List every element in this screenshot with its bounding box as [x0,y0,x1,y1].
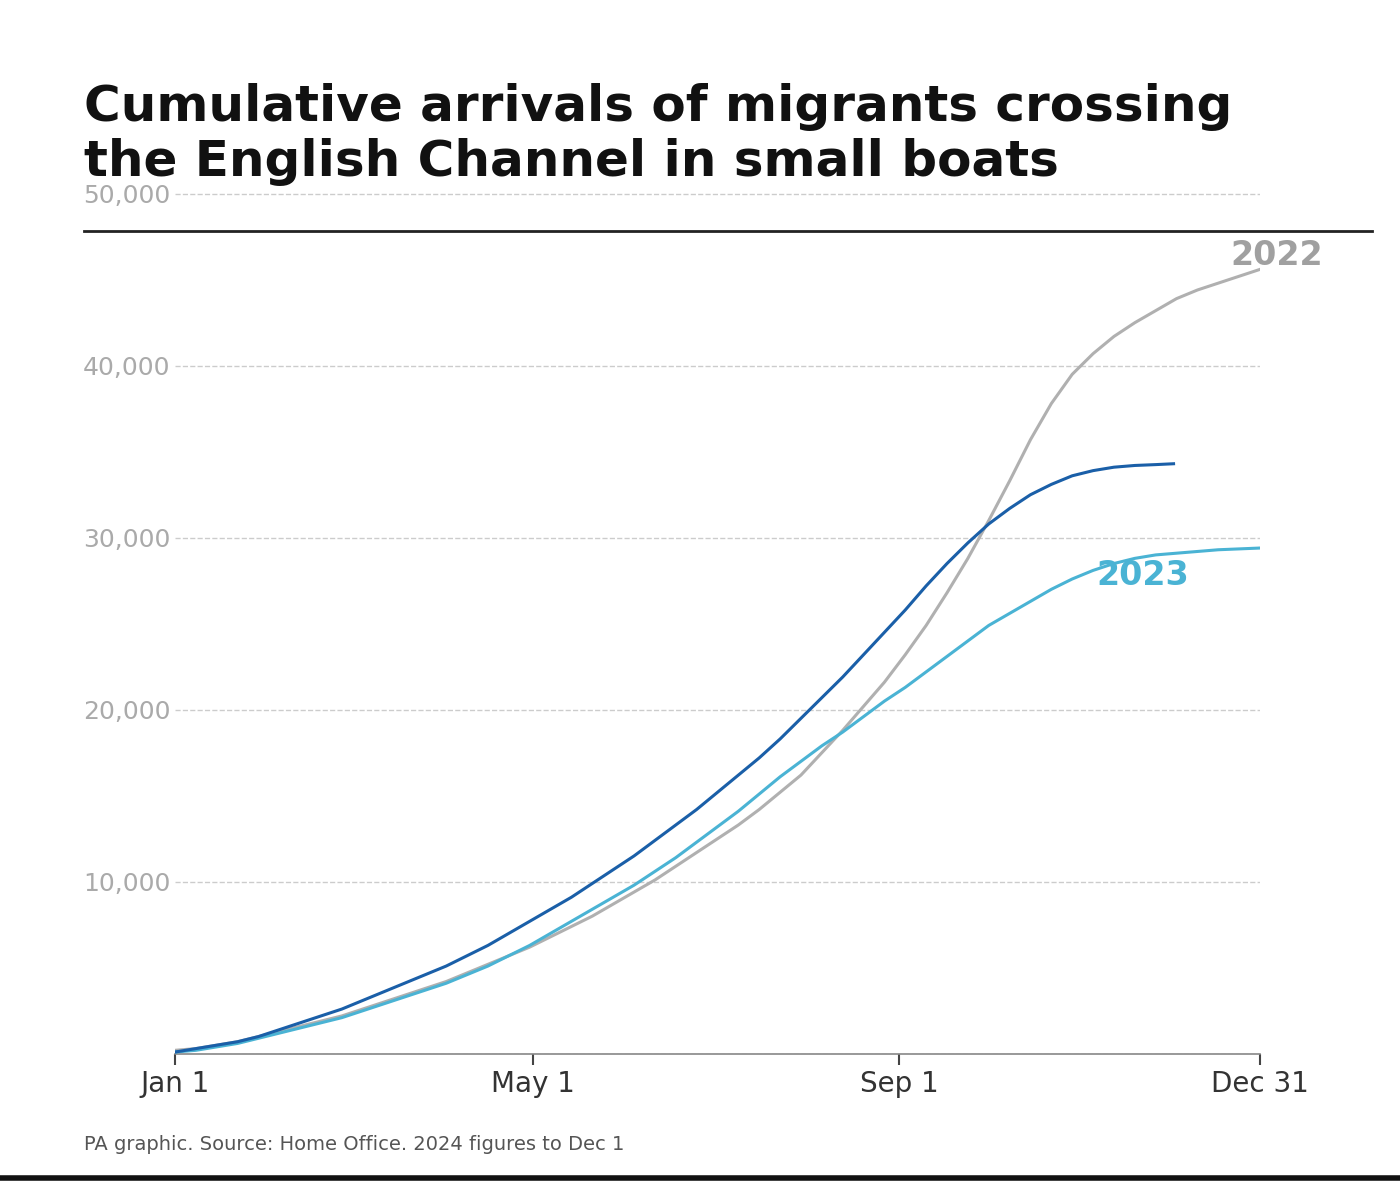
Text: 2023: 2023 [1096,559,1189,592]
Text: PA graphic. Source: Home Office. 2024 figures to Dec 1: PA graphic. Source: Home Office. 2024 fi… [84,1135,624,1154]
Text: 2022: 2022 [1231,239,1323,272]
Text: Cumulative arrivals of migrants crossing
the English Channel in small boats: Cumulative arrivals of migrants crossing… [84,83,1232,186]
